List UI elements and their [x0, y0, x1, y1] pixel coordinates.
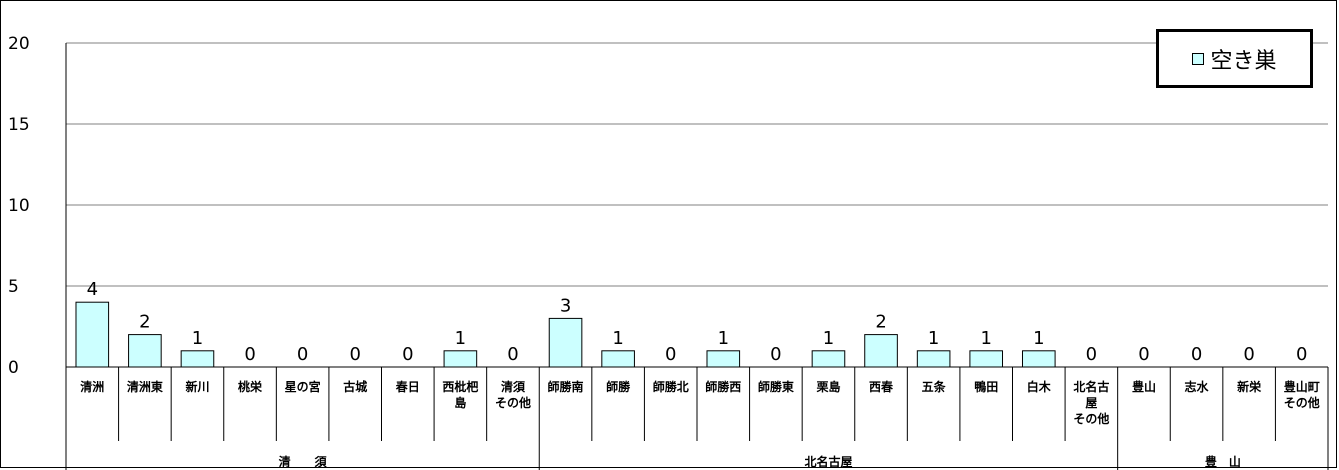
category-label: 屋 [1085, 396, 1097, 410]
group-label: 豊 山 [1205, 454, 1241, 469]
legend-swatch [1192, 52, 1205, 65]
bar [1021, 350, 1056, 368]
category-label: 豊山 [1132, 379, 1156, 394]
data-label: 0 [1086, 344, 1097, 365]
category-label: 清須 [501, 379, 526, 394]
data-label: 1 [1033, 328, 1044, 349]
category-label: その他 [495, 395, 531, 410]
category-label: 栗島 [816, 379, 840, 394]
data-label: 1 [455, 328, 466, 349]
bar [548, 317, 583, 368]
bar [75, 301, 110, 368]
data-label: 0 [244, 344, 255, 365]
category-label: 志水 [1185, 379, 1210, 394]
category-label: 春日 [395, 379, 420, 394]
category-label: 師勝北 [653, 379, 689, 394]
legend-label: 空き巣 [1210, 48, 1277, 74]
data-label: 3 [560, 295, 571, 316]
category-label: 星の宮 [285, 379, 321, 394]
category-label: 豊山町 [1284, 379, 1320, 394]
category-label: 島 [454, 395, 466, 410]
y-tick-label: 10 [8, 196, 30, 216]
group-label: 北名古屋 [804, 454, 852, 469]
data-label: 1 [612, 328, 623, 349]
category-label: 新栄 [1237, 379, 1262, 394]
category-label: 西春 [869, 379, 894, 394]
category-label: 新川 [185, 379, 209, 394]
data-label: 1 [823, 328, 834, 349]
data-label: 0 [1243, 344, 1254, 365]
category-label: 清洲東 [127, 379, 163, 394]
category-label: 北名古 [1073, 379, 1109, 394]
category-label: 五条 [922, 379, 947, 394]
data-label: 1 [980, 328, 991, 349]
y-tick-label: 0 [8, 358, 19, 378]
category-label: 西枇杷 [442, 379, 478, 394]
data-label: 0 [297, 344, 308, 365]
data-label: 1 [718, 328, 729, 349]
category-label: 古城 [343, 379, 367, 394]
y-tick-label: 15 [8, 115, 30, 135]
category-label: 師勝東 [758, 379, 794, 394]
data-label: 0 [402, 344, 413, 365]
category-label: その他 [1073, 411, 1109, 426]
category-label: 桃栄 [238, 379, 263, 394]
data-label: 0 [1296, 344, 1307, 365]
data-label: 2 [139, 312, 150, 333]
group-label: 清 須 [279, 454, 328, 469]
bar [706, 350, 741, 368]
y-tick-label: 20 [8, 34, 30, 54]
bar [916, 350, 951, 368]
data-label: 0 [665, 344, 676, 365]
bar [443, 350, 478, 368]
bar [864, 334, 898, 368]
data-label: 0 [1191, 344, 1202, 365]
data-label: 0 [507, 344, 518, 365]
data-label: 0 [1138, 344, 1149, 365]
bar [969, 350, 1004, 368]
category-label: 師勝 [606, 379, 631, 394]
category-label: 白木 [1027, 379, 1052, 394]
category-label: その他 [1284, 395, 1320, 410]
category-label: 清洲 [80, 379, 104, 394]
bar [180, 350, 215, 368]
category-label: 師勝西 [705, 379, 741, 394]
data-label: 1 [192, 328, 203, 349]
bar [811, 350, 846, 368]
data-label: 4 [87, 279, 98, 300]
data-label: 0 [770, 344, 781, 365]
data-label: 2 [875, 312, 886, 333]
legend: 空き巣 [1156, 29, 1313, 88]
data-label: 1 [928, 328, 939, 349]
category-label: 師勝南 [548, 379, 584, 394]
bar [128, 334, 162, 368]
bar [601, 350, 635, 368]
y-tick-label: 5 [8, 277, 19, 297]
category-label: 鴨田 [974, 379, 998, 394]
data-label: 0 [349, 344, 360, 365]
